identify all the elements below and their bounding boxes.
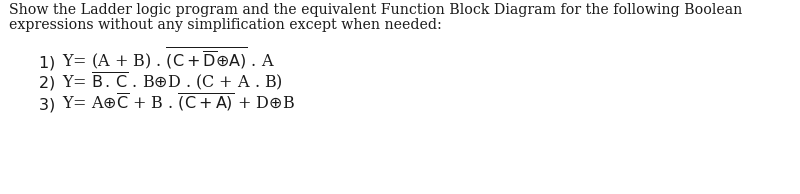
Text: Y= (A + B) . $\overline{(\mathrm{C + \overline{D}{\oplus}A})}$ . A: Y= (A + B) . $\overline{(\mathrm{C + \ov… (62, 45, 275, 72)
Text: Show the Ladder logic program and the equivalent Function Block Diagram for the : Show the Ladder logic program and the eq… (9, 3, 742, 17)
Text: expressions without any simplification except when needed:: expressions without any simplification e… (9, 18, 442, 32)
Text: Y= A$\oplus\overline{\mathrm{C}}$ + B . $\overline{(\mathrm{C + A})}$ + D$\oplus: Y= A$\oplus\overline{\mathrm{C}}$ + B . … (62, 92, 294, 113)
Text: $\mathbf{\mathit{1)}}$: $\mathbf{\mathit{1)}}$ (38, 54, 55, 72)
Text: $\mathbf{\mathit{3)}}$: $\mathbf{\mathit{3)}}$ (38, 95, 55, 113)
Text: $\mathbf{\mathit{2)}}$: $\mathbf{\mathit{2)}}$ (38, 74, 55, 93)
Text: Y= $\overline{\mathrm{B\,.\,C}}$ . B$\oplus$D . (C + A . B): Y= $\overline{\mathrm{B\,.\,C}}$ . B$\op… (62, 70, 283, 93)
